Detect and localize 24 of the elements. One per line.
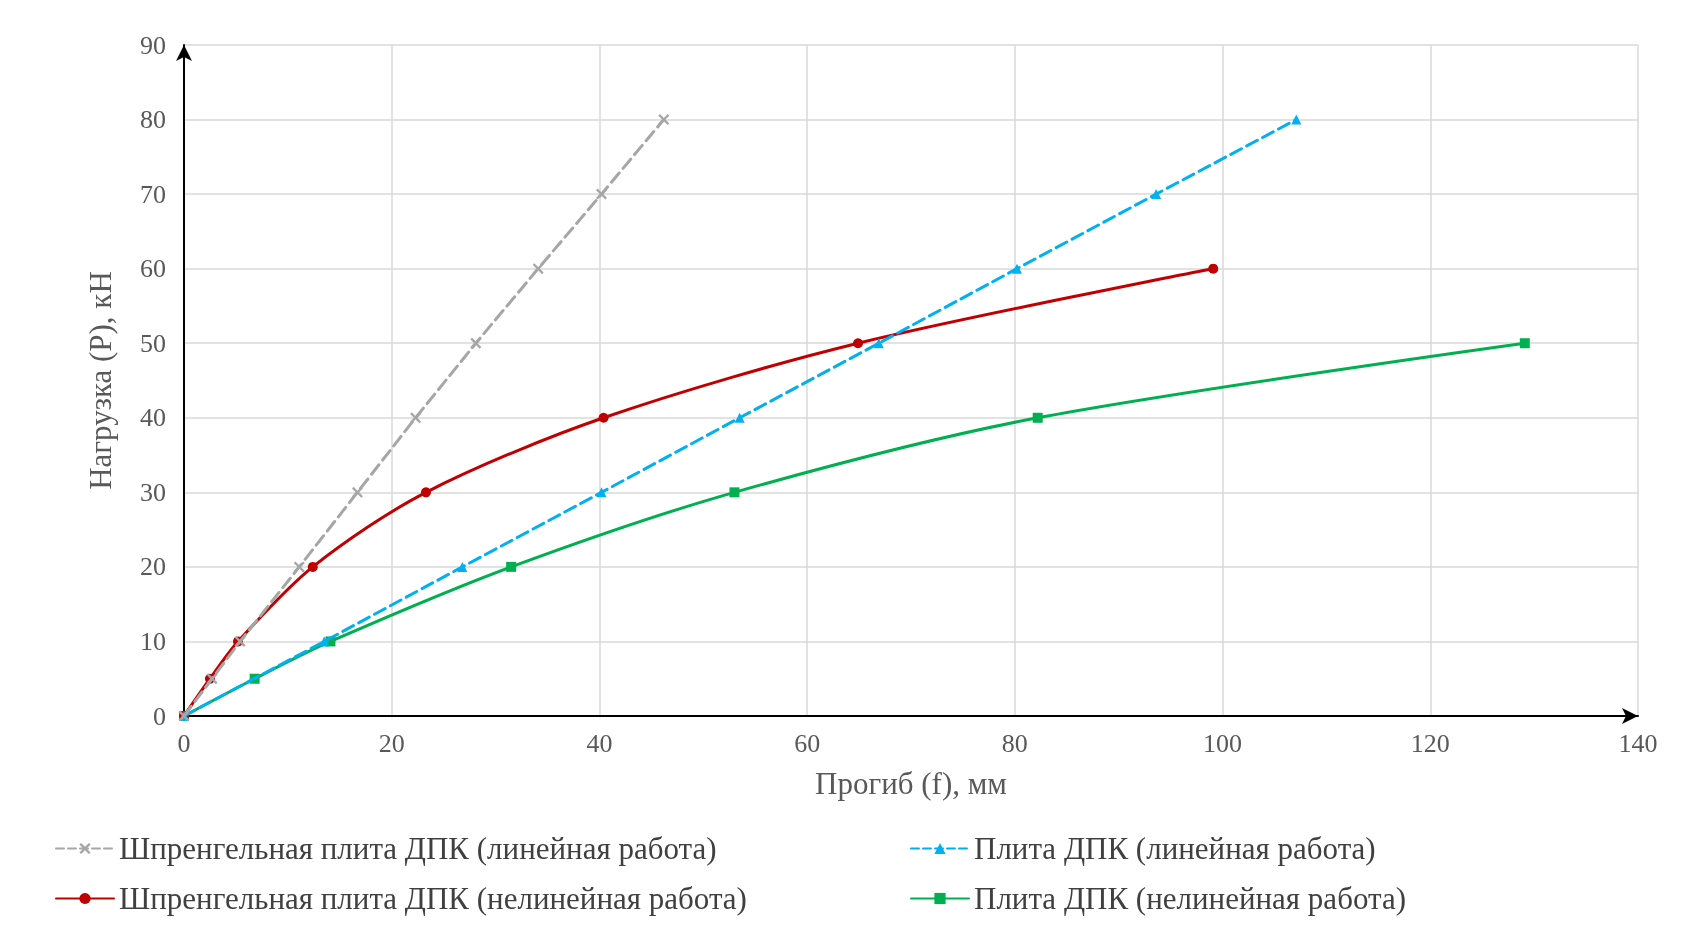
x-tick-label: 120 <box>1410 728 1450 758</box>
x-tick-label: 80 <box>1001 728 1028 758</box>
y-tick-label: 60 <box>140 254 166 284</box>
y-tick-label: 20 <box>140 552 166 582</box>
y-tick-label: 50 <box>140 328 166 358</box>
x-tick-label: 100 <box>1203 728 1243 758</box>
x-axis-title: Прогиб (f), мм <box>815 766 1007 801</box>
y-tick-label: 30 <box>140 477 166 507</box>
legend-label: Плита ДПК (нелинейная работа) <box>974 881 1407 916</box>
y-tick-label: 70 <box>140 179 166 209</box>
y-tick-label: 0 <box>153 701 166 731</box>
legend-label: Шпренгельная плита ДПК (нелинейная работа) <box>119 881 747 916</box>
y-axis-title: Нагрузка (P), кН <box>83 271 118 490</box>
legend-label: Шпренгельная плита ДПК (линейная работа) <box>119 831 717 866</box>
x-tick-label: 140 <box>1618 728 1658 758</box>
x-tick-label: 0 <box>177 728 191 758</box>
y-tick-label: 40 <box>140 403 166 433</box>
x-tick-label: 60 <box>794 728 821 758</box>
legend-label: Плита ДПК (линейная работа) <box>974 831 1376 866</box>
y-tick-label: 10 <box>140 626 166 656</box>
x-tick-label: 40 <box>586 728 613 758</box>
x-tick-label: 20 <box>378 728 405 758</box>
y-tick-label: 90 <box>140 30 166 60</box>
y-tick-label: 80 <box>140 105 166 135</box>
